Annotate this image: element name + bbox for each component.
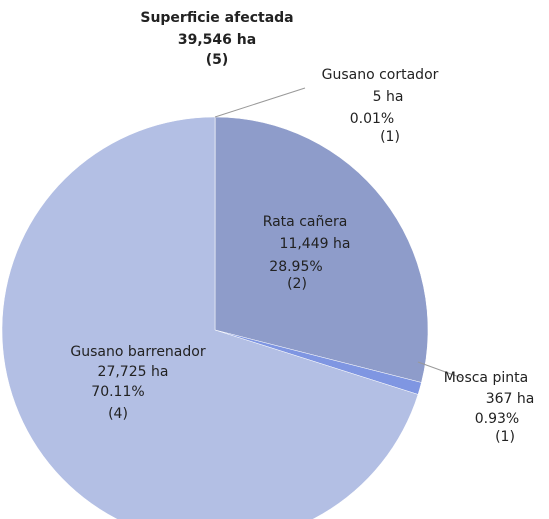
slice-label: Gusano cortador (322, 67, 439, 83)
pie-slice (214, 116, 429, 383)
total-count-label: (5) (206, 52, 229, 68)
percent-label: 0.93% (475, 411, 519, 427)
pie-slice (1, 116, 419, 519)
percent-label: 70.11% (91, 384, 144, 400)
count-label: (4) (108, 406, 128, 422)
count-label: (1) (495, 429, 515, 445)
leader-line (214, 87, 306, 118)
value-label: 11,449 ha (280, 236, 351, 252)
value-label: 27,725 ha (98, 364, 169, 380)
count-label: (1) (380, 129, 400, 145)
slice-label: Rata cañera (263, 214, 348, 230)
value-label: 5 ha (373, 89, 404, 105)
leader-line (417, 361, 463, 379)
chart-title: Superficie afectada (140, 10, 293, 26)
count-label: (2) (287, 276, 307, 292)
slice-label: Mosca pinta (444, 370, 528, 386)
percent-label: 0.01% (350, 111, 394, 127)
percent-label: 28.95% (269, 259, 322, 275)
value-label: 367 ha (486, 391, 535, 407)
total-label: 39,546 ha (178, 32, 256, 48)
slice-label: Gusano barrenador (70, 344, 205, 360)
